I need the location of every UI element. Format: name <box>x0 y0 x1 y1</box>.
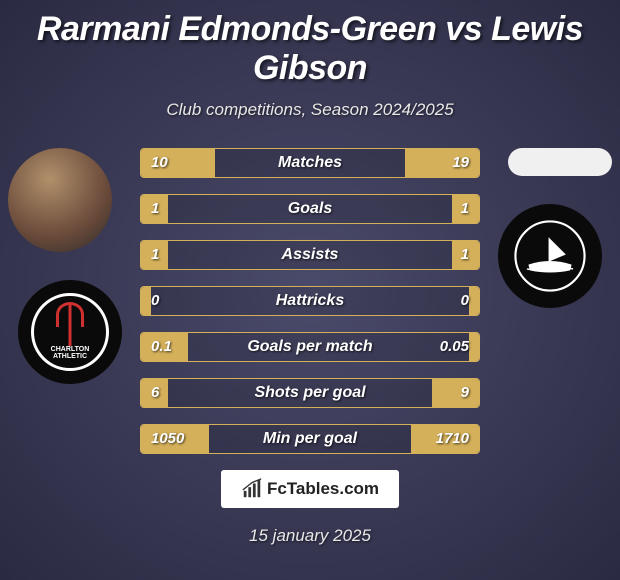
stat-row: 0Hattricks0 <box>140 286 480 316</box>
club-a-badge-text: CHARLTONATHLETIC <box>34 346 106 360</box>
stat-label: Hattricks <box>141 287 479 315</box>
stat-row: 6Shots per goal9 <box>140 378 480 408</box>
club-a-badge: CHARLTONATHLETIC <box>18 280 122 384</box>
stat-row: 1Assists1 <box>140 240 480 270</box>
stat-label: Goals per match <box>141 333 479 361</box>
player-a-avatar <box>8 148 112 252</box>
stat-label: Assists <box>141 241 479 269</box>
stat-value-b: 1710 <box>436 425 469 453</box>
branding-badge: FcTables.com <box>221 470 399 508</box>
subtitle: Club competitions, Season 2024/2025 <box>0 100 620 120</box>
club-a-badge-inner: CHARLTONATHLETIC <box>31 293 109 371</box>
stat-row: 0.1Goals per match0.05 <box>140 332 480 362</box>
stat-value-b: 19 <box>452 149 469 177</box>
stat-row: 10Matches19 <box>140 148 480 178</box>
player-a-name: Rarmani Edmonds-Green <box>37 10 436 48</box>
stat-value-b: 9 <box>461 379 469 407</box>
stat-value-b: 1 <box>461 195 469 223</box>
stat-row: 1050Min per goal1710 <box>140 424 480 454</box>
stat-label: Min per goal <box>141 425 479 453</box>
stat-row: 1Goals1 <box>140 194 480 224</box>
stat-value-b: 0.05 <box>440 333 469 361</box>
chart-icon <box>241 478 263 500</box>
date-label: 15 january 2025 <box>0 526 620 546</box>
stat-bars: 10Matches191Goals11Assists10Hattricks00.… <box>140 148 480 454</box>
page-title: Rarmani Edmonds-Green vs Lewis Gibson <box>0 0 620 88</box>
comparison-area: CHARLTONATHLETIC 10Matches191Goals11Assi… <box>0 148 620 454</box>
stat-label: Shots per goal <box>141 379 479 407</box>
stat-label: Matches <box>141 149 479 177</box>
branding-text: FcTables.com <box>267 479 379 499</box>
ship-icon <box>514 220 586 292</box>
title-vs: vs <box>445 10 482 48</box>
stat-label: Goals <box>141 195 479 223</box>
stat-value-b: 1 <box>461 241 469 269</box>
stat-value-b: 0 <box>461 287 469 315</box>
club-b-badge <box>498 204 602 308</box>
player-b-avatar <box>508 148 612 176</box>
